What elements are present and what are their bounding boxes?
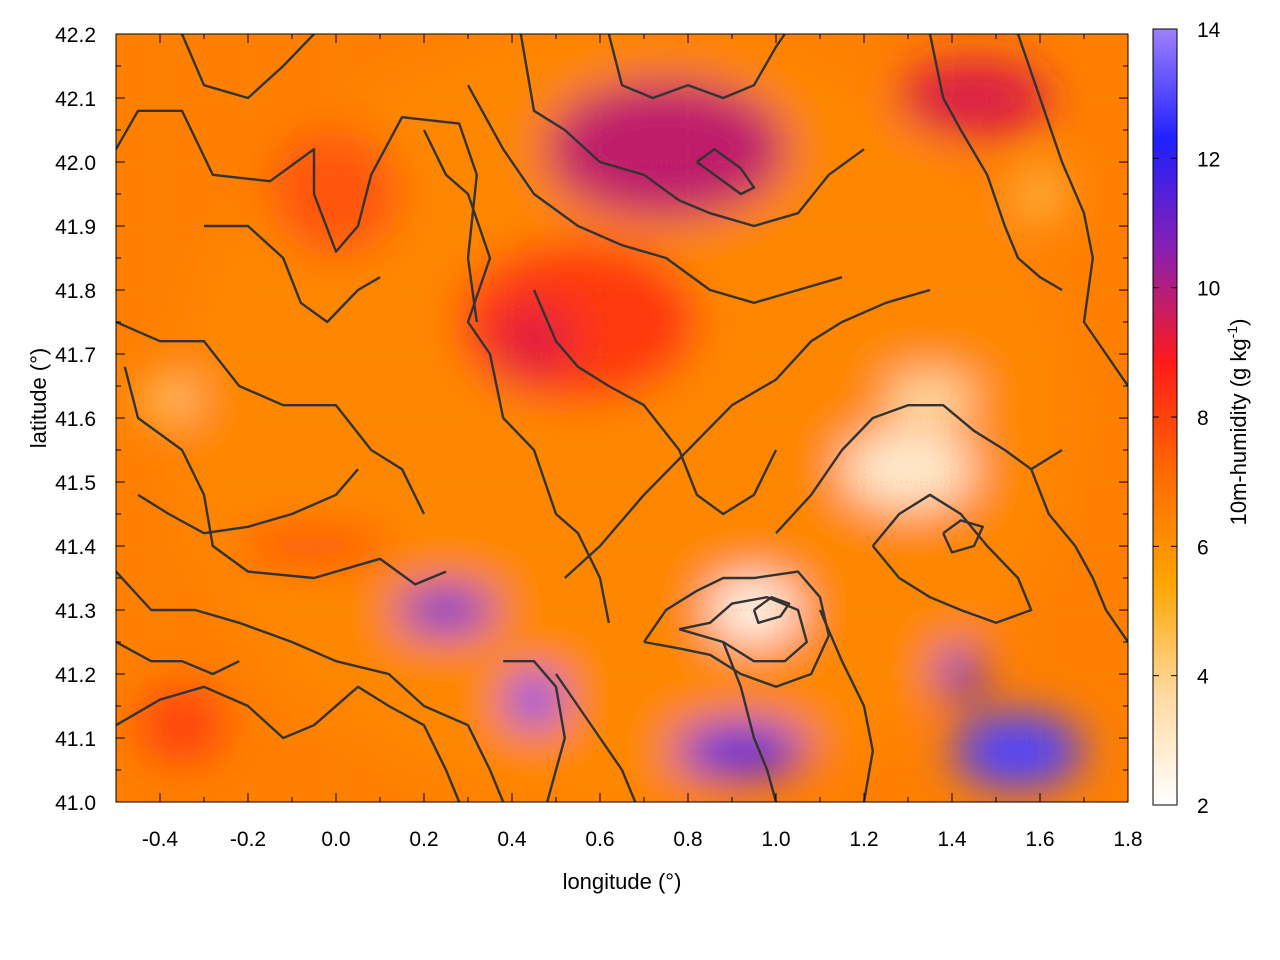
contour-line xyxy=(116,570,505,802)
humidity-region-blue-south xyxy=(674,722,807,780)
y-tick-label: 41.7 xyxy=(55,344,96,367)
grid xyxy=(116,34,1128,802)
contour-line xyxy=(204,224,381,324)
contour-line xyxy=(116,109,478,323)
y-tick-label: 41.5 xyxy=(55,472,96,495)
x-tick-label: 0.6 xyxy=(585,828,614,851)
humidity-region-blue-south-east xyxy=(938,648,983,700)
humidity-region-north-east-purple xyxy=(897,59,1051,137)
contour-line xyxy=(775,404,1063,535)
contour-line xyxy=(503,660,566,802)
x-tick-label: 0.4 xyxy=(497,828,527,851)
humidity-region-dry-north-east xyxy=(886,373,974,425)
contour-line xyxy=(422,129,610,624)
x-tick-label: 1.8 xyxy=(1113,828,1142,851)
y-tick-label: 41.9 xyxy=(55,216,96,239)
contour-line xyxy=(466,84,843,304)
contour-line xyxy=(942,519,984,554)
contour-line xyxy=(137,468,359,535)
y-tick-label: 41.8 xyxy=(55,280,96,303)
plot-area xyxy=(116,34,1128,802)
colorbar-tick-label: 14 xyxy=(1197,19,1221,42)
x-axis-ticks: -0.4 -0.2 0.0 0.2 0.4 0.6 0.8 1.0 1.2 1.4 1.6 1.8 xyxy=(115,34,1143,851)
x-axis-title: longitude (°) xyxy=(563,869,682,894)
humidity-region-north-purple xyxy=(545,78,787,220)
colorbar-tick-label: 8 xyxy=(1197,407,1209,430)
contour-line xyxy=(532,289,778,516)
colorbar: 2 4 6 8 10 12 14 10m-humidity (g kg-1) xyxy=(1152,19,1251,818)
x-tick-label: 0.8 xyxy=(673,828,702,851)
colorbar-tick-label: 6 xyxy=(1197,536,1209,559)
contour-line xyxy=(678,596,808,663)
contour-line xyxy=(116,640,240,676)
humidity-region-lavender-south-east xyxy=(952,712,1084,790)
humidity-region-central-red xyxy=(457,242,699,402)
contour-line xyxy=(1030,468,1128,643)
contour-line xyxy=(722,641,778,802)
colorbar-title-main: 10m-humidity (g kg xyxy=(1226,338,1251,525)
x-tick-label: 0.0 xyxy=(321,828,350,851)
contour-line xyxy=(1016,34,1128,387)
colorbar-tick-label: 12 xyxy=(1197,148,1220,171)
contour-line xyxy=(116,685,461,802)
contour-lines xyxy=(116,34,1128,802)
y-tick-label: 42.1 xyxy=(55,88,96,111)
humidity-region-west-red-band xyxy=(237,530,391,562)
y-tick-label: 42.2 xyxy=(55,24,96,47)
y-tick-label: 41.3 xyxy=(55,600,96,623)
y-tick-label: 41.2 xyxy=(55,664,96,687)
contour-line xyxy=(116,320,426,515)
y-axis-ticks: 41.0 41.1 41.2 41.3 41.4 41.5 41.6 41.7 41.8 41.9… xyxy=(55,24,1128,815)
contour-line xyxy=(180,34,315,100)
contour-line xyxy=(563,288,931,579)
humidity-region-central-purple xyxy=(494,302,574,380)
y-tick-label: 41.1 xyxy=(55,728,96,751)
colorbar-tick-label: 2 xyxy=(1197,795,1209,818)
x-tick-label: 1.4 xyxy=(937,828,967,851)
y-tick-label: 41.4 xyxy=(55,536,96,559)
humidity-region-dry-west xyxy=(142,379,196,418)
x-tick-label: 1.6 xyxy=(1025,828,1054,851)
x-tick-label: 1.0 xyxy=(761,828,790,851)
humidity-region-dry-east xyxy=(842,430,974,508)
contour-line xyxy=(519,34,865,228)
y-axis-title: latitude (°) xyxy=(26,348,51,449)
colorbar-tick-label: 4 xyxy=(1197,666,1209,689)
colorbar-title-end: ) xyxy=(1226,319,1251,326)
humidity-region-blue-spot xyxy=(507,674,561,726)
x-tick-label: 0.2 xyxy=(409,828,438,851)
contour-line xyxy=(871,493,1033,624)
contour-line xyxy=(696,148,756,196)
contour-line xyxy=(752,596,791,624)
x-tick-label: 1.2 xyxy=(849,828,878,851)
colorbar-ticks: 2 4 6 8 10 12 14 xyxy=(1153,19,1221,818)
y-tick-label: 41.6 xyxy=(55,408,96,431)
contour-line xyxy=(928,34,1063,292)
humidity-region-south-west-red xyxy=(138,686,226,764)
x-tick-label: -0.4 xyxy=(142,828,179,851)
y-tick-label: 41.0 xyxy=(55,792,96,815)
x-tick-label: -0.2 xyxy=(230,828,266,851)
colorbar-title: 10m-humidity (g kg-1) xyxy=(1224,319,1251,526)
y-tick-label: 42.0 xyxy=(55,152,96,175)
contour-line xyxy=(643,570,830,688)
contour-line xyxy=(555,673,637,802)
contour-line xyxy=(818,609,874,802)
contour-line xyxy=(123,366,447,586)
colorbar-tick-label: 10 xyxy=(1197,278,1220,301)
contour-line xyxy=(607,34,786,100)
colorbar-title-sup: -1 xyxy=(1224,326,1240,339)
